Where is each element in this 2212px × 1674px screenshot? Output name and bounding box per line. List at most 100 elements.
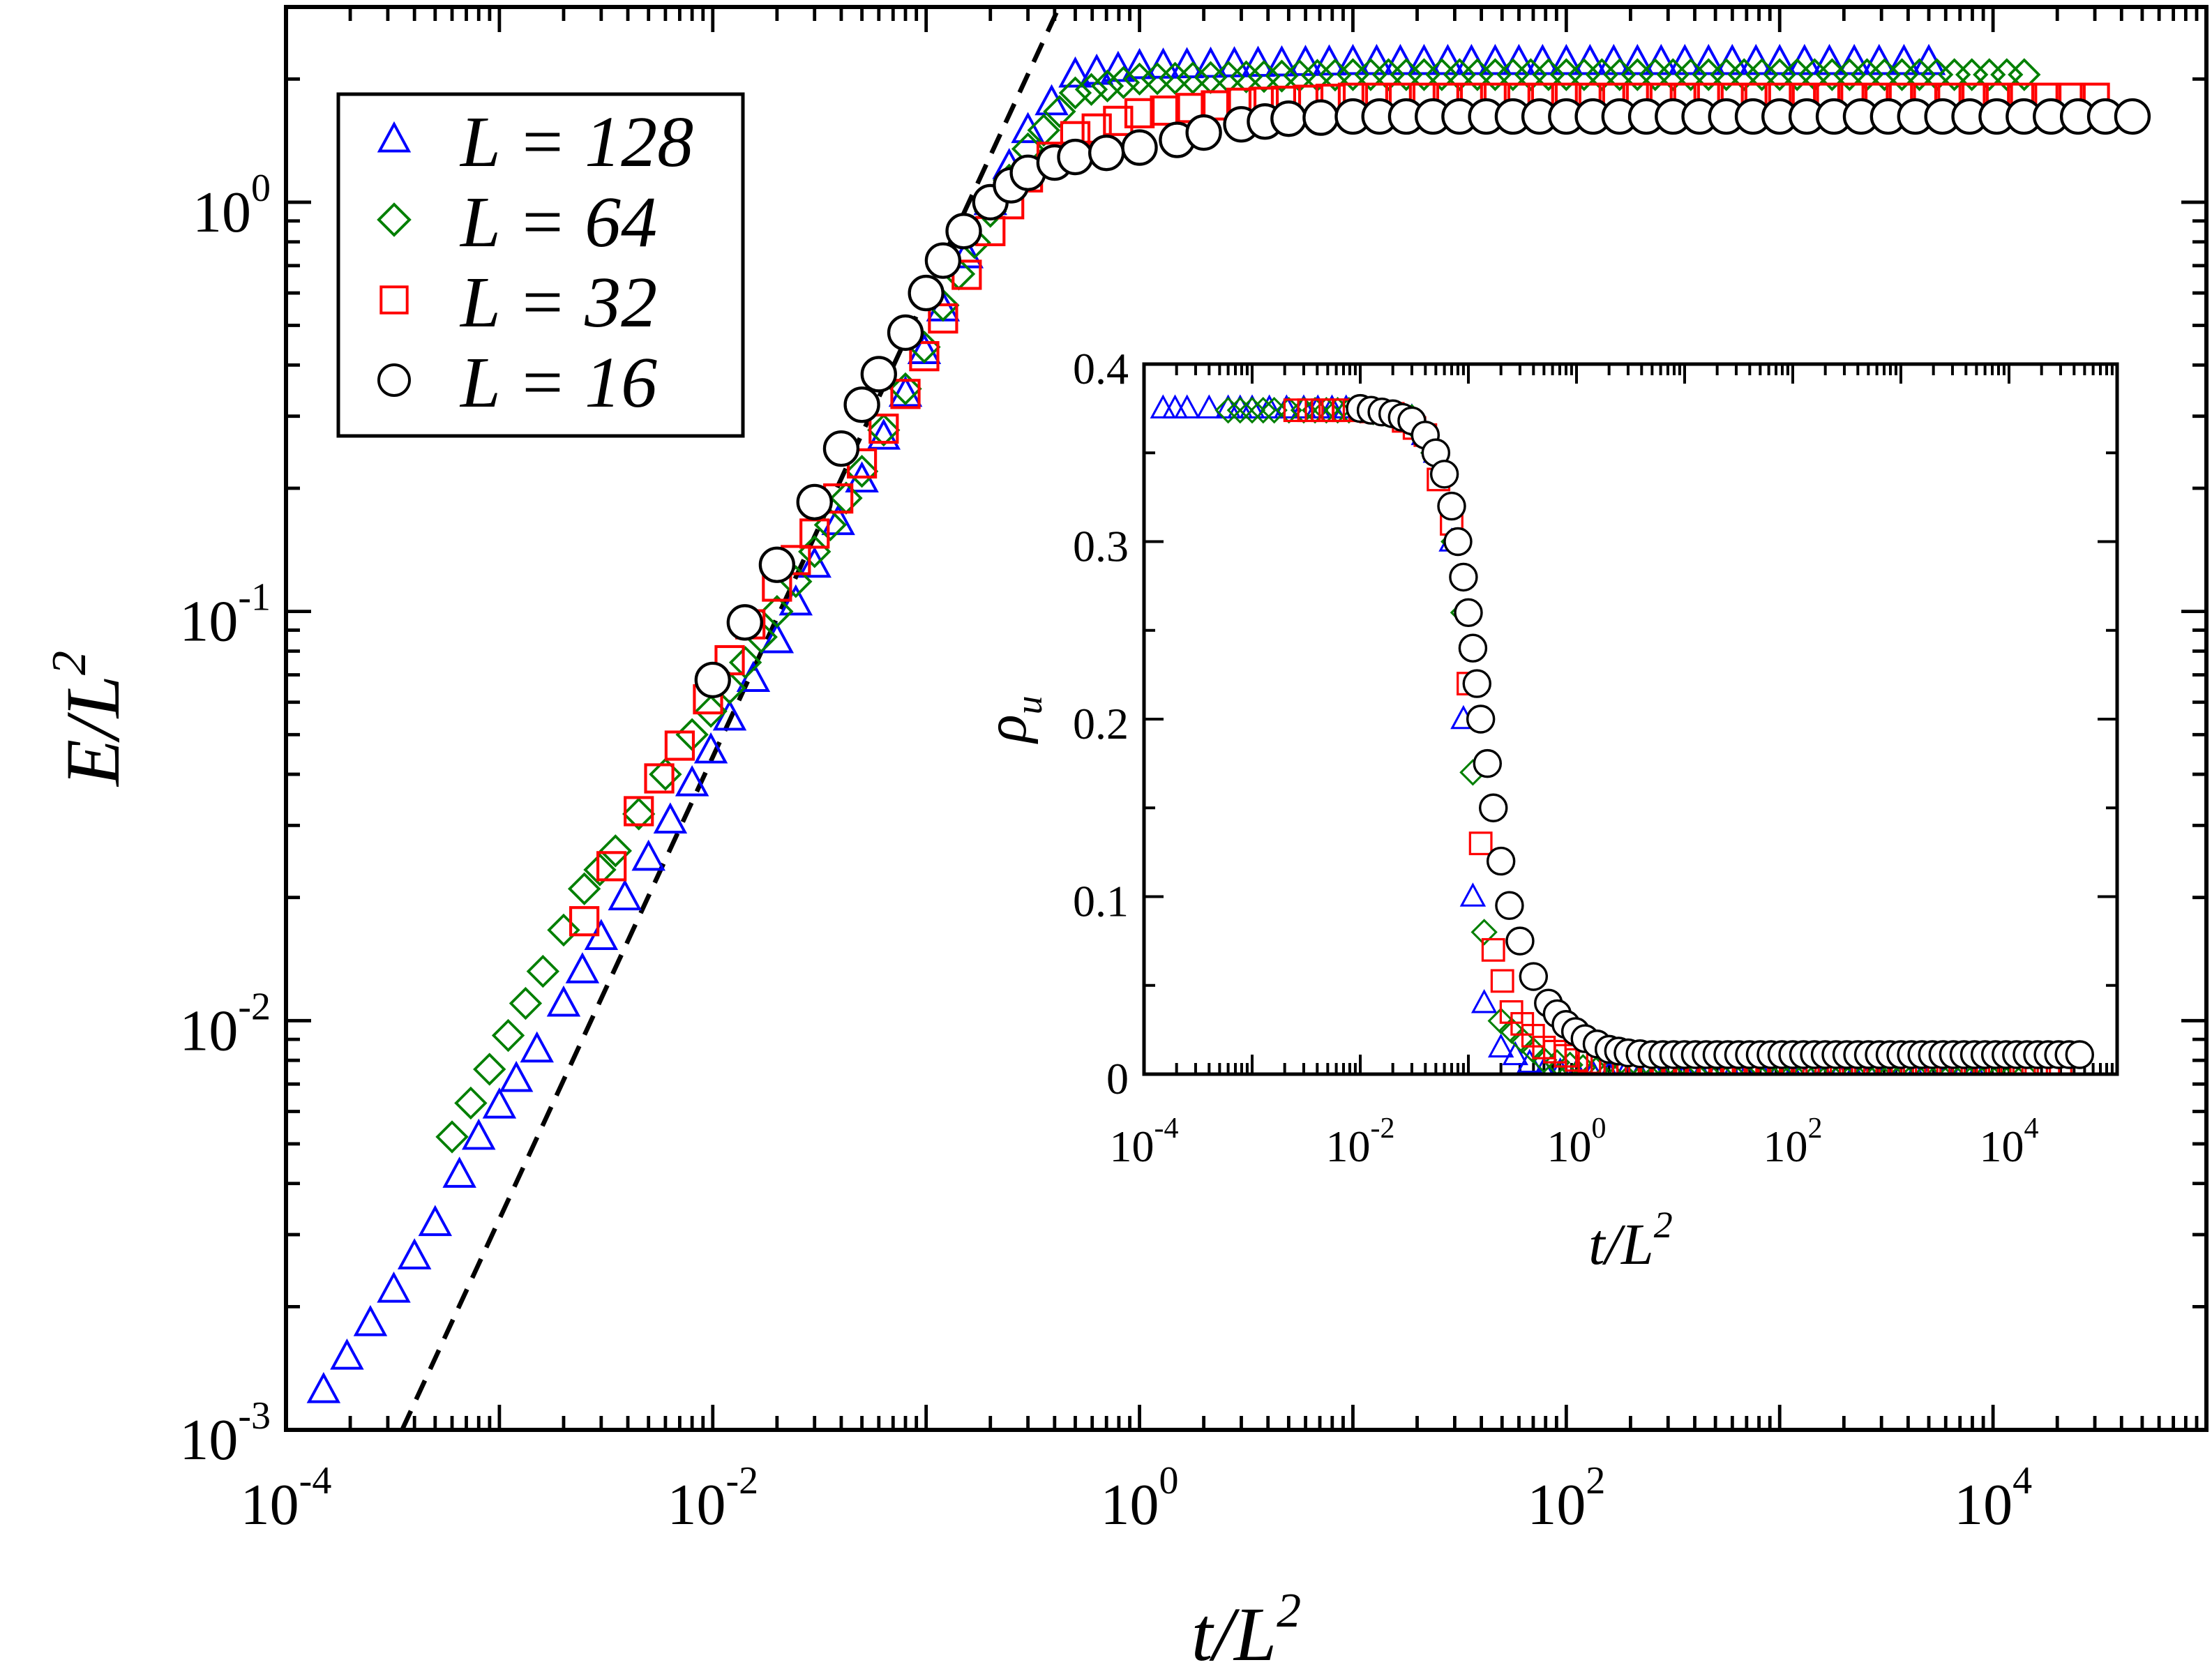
- main-point-triangle: [1122, 47, 1157, 80]
- main-point-diamond: [1973, 58, 2006, 91]
- main-point-triangle: [1837, 43, 1872, 75]
- main-point-square: [928, 303, 958, 334]
- inset-point-triangle: [1502, 1041, 1528, 1066]
- tick-base: 10: [1954, 1472, 2012, 1537]
- main-point-diamond: [435, 1120, 469, 1154]
- tick-exponent: 4: [2024, 1113, 2039, 1145]
- main-point-circle: [1057, 138, 1094, 176]
- inset-point-diamond: [1901, 1060, 1929, 1074]
- main-point-triangle: [1011, 112, 1045, 144]
- main-point-circle: [1121, 129, 1158, 166]
- main-x-tick-label: 10-4: [241, 1459, 332, 1537]
- tick-base: 10: [1980, 1122, 2024, 1171]
- main-point-diamond: [1043, 95, 1076, 128]
- main-point-square: [1124, 98, 1155, 128]
- legend-marker-diamond: [377, 202, 412, 237]
- legend-label: L = 16: [459, 342, 657, 423]
- main-y-tick-label: 10-2: [179, 985, 271, 1063]
- main-point-diamond: [1122, 62, 1157, 96]
- inset-point-circle: [1505, 926, 1535, 956]
- inset-point-diamond: [1754, 1060, 1782, 1074]
- main-point-triangle: [565, 952, 600, 983]
- main-frame: [284, 5, 2209, 1432]
- inset-point-circle: [1454, 598, 1483, 628]
- tick-exponent: 0: [1159, 1459, 1179, 1502]
- main-x-axis-label: t/L2: [1191, 1584, 1301, 1674]
- inset-point-diamond: [1743, 1060, 1770, 1074]
- inset-point-diamond: [1865, 1060, 1892, 1074]
- main-point-triangle: [397, 1238, 432, 1269]
- main-point-diamond: [491, 1018, 525, 1053]
- main-point-diamond: [547, 913, 580, 947]
- main-point-circle: [908, 274, 945, 312]
- legend-label: L = 128: [459, 102, 693, 182]
- inset-point-circle: [1466, 704, 1496, 734]
- main-point-triangle: [608, 879, 642, 911]
- inset-point-circle: [1462, 669, 1491, 698]
- main-point-triangle: [1265, 45, 1299, 77]
- axis-label-text: t/L: [1191, 1592, 1277, 1674]
- main-point-triangle: [546, 985, 581, 1017]
- main-y-tick-label: 10-1: [179, 576, 271, 654]
- inset-point-circle: [1443, 527, 1473, 557]
- inset-point-diamond: [1852, 1060, 1880, 1074]
- main-point-triangle: [631, 839, 665, 871]
- axis-label-superscript: 2: [1654, 1204, 1673, 1246]
- inset-x-tick-label: 10-2: [1326, 1113, 1395, 1171]
- inset-point-circle: [1437, 491, 1466, 521]
- inset-point-circle: [1449, 562, 1478, 592]
- main-point-diamond: [599, 834, 632, 868]
- inset-point-diamond: [1840, 1060, 1867, 1074]
- main-point-triangle: [330, 1338, 364, 1370]
- inset-point-circle: [1479, 793, 1508, 822]
- main-point-circle: [758, 546, 796, 583]
- legend-marker-square: [379, 285, 409, 315]
- tick-exponent: 2: [1808, 1113, 1823, 1145]
- main-point-square: [569, 906, 600, 937]
- main-point-square: [1103, 105, 1134, 136]
- main-point-triangle: [482, 1087, 517, 1119]
- inset-point-circle: [1458, 633, 1488, 663]
- main-point-diamond: [845, 455, 879, 488]
- inset-point-diamond: [1974, 1060, 2002, 1074]
- main-point-triangle: [462, 1118, 496, 1150]
- inset-point-square: [1283, 398, 1307, 423]
- inset-point-diamond: [1238, 397, 1266, 424]
- main-point-square: [624, 796, 654, 827]
- main-point-square: [1150, 95, 1180, 126]
- main-data: [306, 7, 2151, 1430]
- inset-x-tick-label: 102: [1763, 1113, 1823, 1171]
- tick-base: 10: [241, 1472, 299, 1537]
- inset-point-diamond: [1779, 1060, 1807, 1074]
- inset-point-circle: [1519, 962, 1549, 991]
- inset-point-diamond: [1828, 1060, 1856, 1074]
- main-point-diamond: [1990, 58, 2024, 91]
- main-point-triangle: [693, 732, 728, 764]
- main-y-tick-label: 100: [193, 167, 271, 245]
- main-point-diamond: [1158, 61, 1192, 95]
- main-point-diamond: [1780, 58, 1814, 91]
- main-point-diamond: [567, 872, 601, 905]
- main-point-triangle: [1034, 84, 1069, 116]
- main-point-diamond: [1885, 58, 1919, 91]
- main-point-diamond: [867, 413, 901, 447]
- main-point-circle: [1088, 135, 1125, 172]
- main-point-diamond: [1902, 58, 1936, 91]
- main-point-triangle: [866, 418, 901, 450]
- main-point-square: [644, 763, 675, 794]
- main-point-circle: [726, 604, 763, 641]
- inset-point-diamond: [1767, 1060, 1794, 1074]
- inset-point-diamond: [1925, 1060, 1953, 1074]
- main-point-triangle: [760, 621, 795, 654]
- inset-point-diamond: [1226, 397, 1254, 424]
- main-x-tick-label: 102: [1527, 1459, 1605, 1537]
- inset-point-square: [1468, 831, 1493, 856]
- tick-base: 10: [1547, 1122, 1592, 1171]
- inset-y-tick-label: 0.3: [1073, 522, 1129, 571]
- main-point-triangle: [1407, 43, 1441, 75]
- main-point-triangle: [1478, 43, 1512, 75]
- main-point-triangle: [1762, 43, 1797, 75]
- main-point-circle: [1185, 114, 1222, 151]
- inset-point-diamond: [1913, 1060, 1941, 1074]
